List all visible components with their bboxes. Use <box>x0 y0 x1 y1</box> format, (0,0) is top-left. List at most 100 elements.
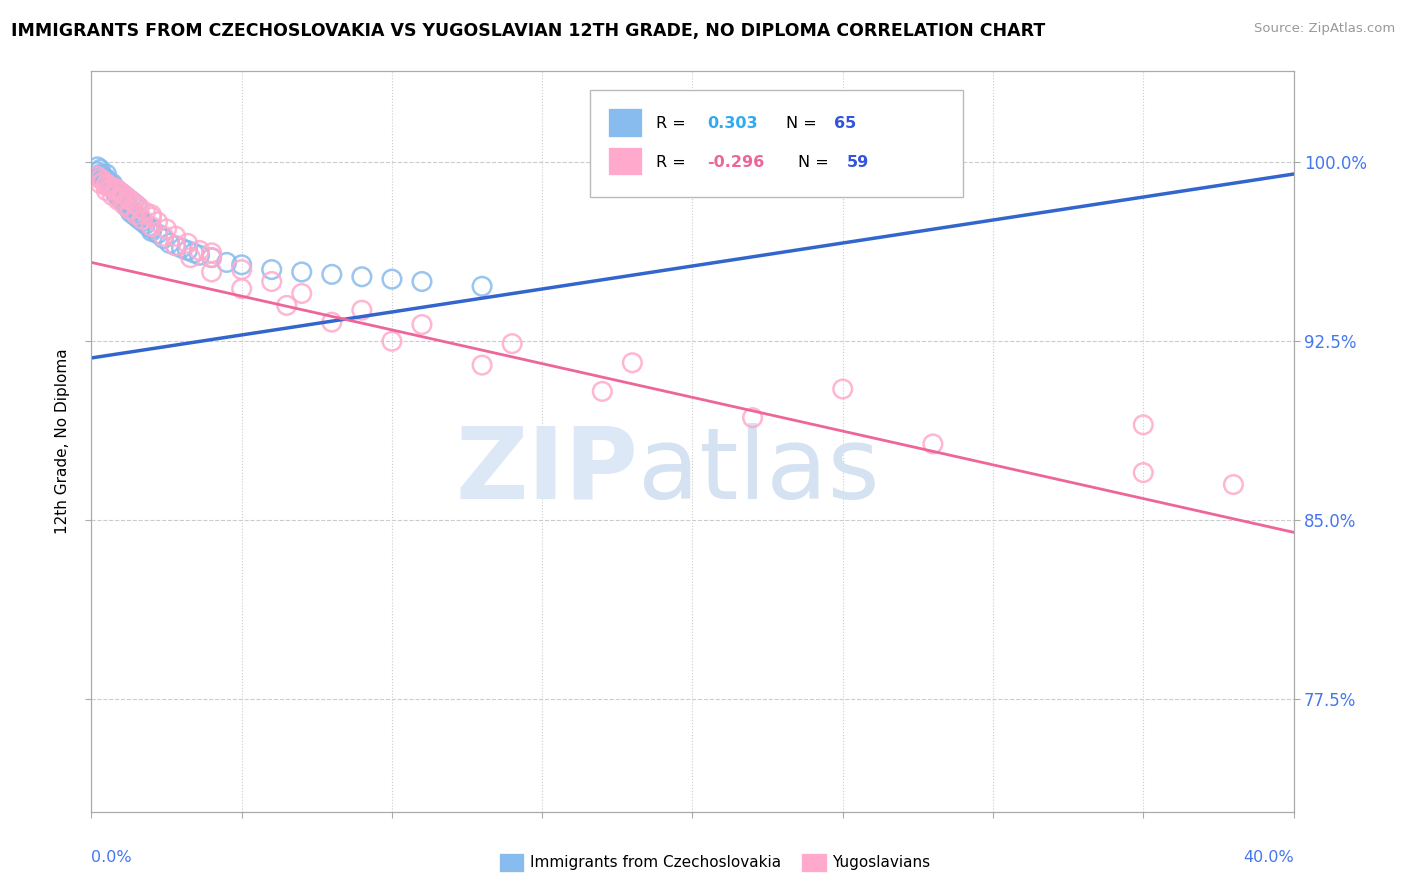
Point <box>260 262 283 277</box>
Point <box>176 244 198 258</box>
Point <box>165 238 187 252</box>
Text: 59: 59 <box>846 155 869 169</box>
Text: atlas: atlas <box>638 423 880 520</box>
Point <box>128 201 150 215</box>
Point <box>134 217 156 231</box>
Point <box>146 227 169 241</box>
Point <box>125 198 148 212</box>
Point <box>93 171 115 186</box>
Point <box>188 248 211 262</box>
Point <box>146 215 169 229</box>
Text: -0.296: -0.296 <box>707 155 763 169</box>
Point <box>471 358 494 372</box>
Point <box>86 160 108 174</box>
Point <box>125 208 148 222</box>
Y-axis label: 12th Grade, No Diploma: 12th Grade, No Diploma <box>55 349 70 534</box>
Point <box>120 202 142 217</box>
Point <box>114 188 136 202</box>
Point <box>141 219 163 234</box>
Point <box>180 251 202 265</box>
Text: R =: R = <box>657 116 692 131</box>
Point <box>176 236 198 251</box>
Point <box>101 177 124 191</box>
Point <box>131 215 153 229</box>
Point <box>411 275 433 289</box>
Point <box>96 177 118 191</box>
Point <box>89 169 111 184</box>
Point <box>411 318 433 332</box>
Point <box>141 210 163 224</box>
Point <box>101 179 124 194</box>
Text: R =: R = <box>657 155 692 169</box>
Point <box>93 174 115 188</box>
Point <box>131 212 153 227</box>
Point <box>1222 477 1244 491</box>
Text: IMMIGRANTS FROM CZECHOSLOVAKIA VS YUGOSLAVIAN 12TH GRADE, NO DIPLOMA CORRELATION: IMMIGRANTS FROM CZECHOSLOVAKIA VS YUGOSL… <box>11 22 1046 40</box>
Point <box>107 194 129 208</box>
Point <box>141 224 163 238</box>
Point <box>86 164 108 178</box>
Point <box>201 265 224 279</box>
Point <box>125 198 148 212</box>
Point <box>260 275 283 289</box>
Point <box>122 208 145 222</box>
Point <box>134 205 156 219</box>
Text: Yugoslavians: Yugoslavians <box>832 855 931 870</box>
Point <box>201 251 224 265</box>
Point <box>101 179 124 194</box>
Point <box>110 191 132 205</box>
Point <box>165 229 187 244</box>
Point <box>321 268 343 282</box>
Point <box>381 272 404 286</box>
Point <box>110 186 132 201</box>
Point <box>96 184 118 198</box>
Point <box>96 174 118 188</box>
Point <box>159 236 181 251</box>
Point <box>231 282 253 296</box>
Point <box>107 186 129 201</box>
Point <box>741 410 763 425</box>
Text: Immigrants from Czechoslovakia: Immigrants from Czechoslovakia <box>530 855 782 870</box>
Point <box>231 258 253 272</box>
Point <box>107 188 129 202</box>
Point <box>922 437 945 451</box>
Point <box>381 334 404 349</box>
Point <box>107 184 129 198</box>
Point <box>152 229 174 244</box>
Point <box>98 177 121 191</box>
Point <box>231 262 253 277</box>
Point <box>621 356 644 370</box>
Point <box>471 279 494 293</box>
Point <box>110 186 132 201</box>
Text: 40.0%: 40.0% <box>1243 850 1294 865</box>
Point <box>117 191 139 205</box>
Point <box>501 336 523 351</box>
Point <box>104 181 127 195</box>
Point <box>110 191 132 205</box>
Point <box>117 191 139 205</box>
Point <box>1132 417 1154 432</box>
Point <box>96 174 118 188</box>
Point <box>101 181 124 195</box>
Point <box>104 186 127 201</box>
Point <box>101 188 124 202</box>
Point <box>110 194 132 208</box>
Point <box>89 171 111 186</box>
Point <box>114 195 136 210</box>
Point <box>201 251 224 265</box>
Point <box>120 205 142 219</box>
Point <box>107 184 129 198</box>
Point <box>201 245 224 260</box>
Point <box>101 181 124 195</box>
Point <box>183 245 205 260</box>
Point <box>86 169 108 184</box>
Point <box>1132 466 1154 480</box>
Point <box>120 194 142 208</box>
Point <box>96 167 118 181</box>
Point <box>114 198 136 212</box>
Point <box>188 244 211 258</box>
Point <box>96 171 118 186</box>
Text: ZIP: ZIP <box>456 423 638 520</box>
Point <box>350 269 373 284</box>
Point <box>89 162 111 177</box>
